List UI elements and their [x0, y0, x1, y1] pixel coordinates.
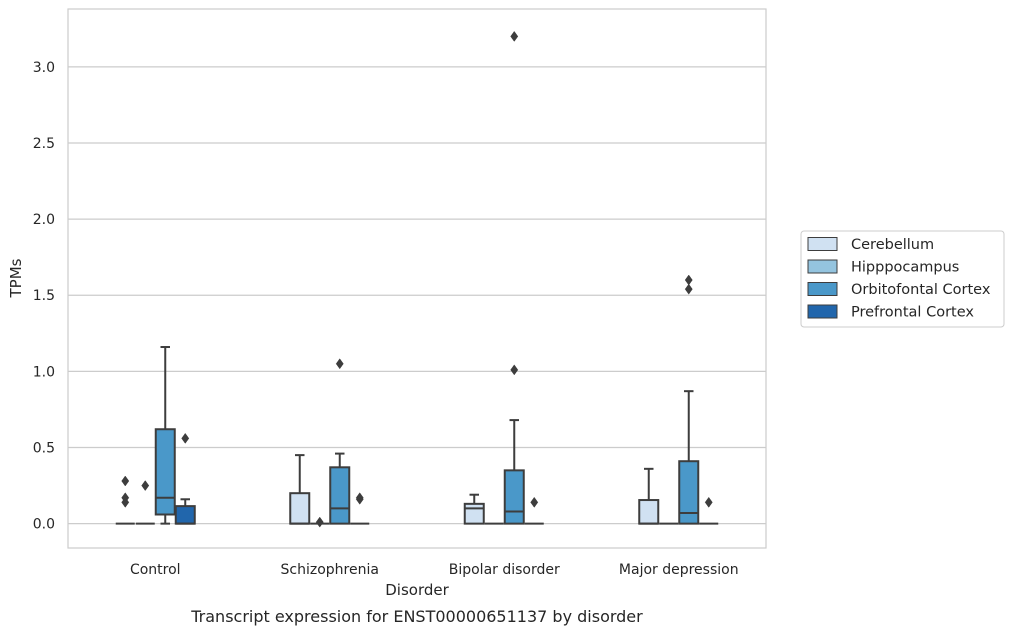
box-prefrontal-cortex	[699, 496, 719, 525]
box-body	[503, 469, 525, 525]
x-tick-label: Major depression	[619, 562, 739, 578]
box-prefrontal-cortex	[174, 432, 196, 525]
box-body	[329, 466, 351, 525]
y-tick-label: 3.0	[33, 60, 55, 76]
box-body	[154, 428, 176, 516]
outlier-point	[510, 30, 519, 42]
outlier-point	[121, 475, 130, 487]
x-axis-title: Disorder	[385, 581, 449, 599]
box-body	[289, 492, 311, 525]
y-axis-ticks: 0.0 0.5 1.0 1.5 2.0 2.5 3.0	[33, 60, 55, 533]
y-tick-label: 1.5	[33, 288, 55, 304]
box-orbitofontal-cortex	[329, 358, 351, 525]
box-body	[638, 499, 660, 525]
x-axis-ticks: Control Schizophrenia Bipolar disorder Majo…	[130, 562, 739, 578]
plot-background	[68, 9, 766, 548]
outlier-point	[181, 432, 190, 444]
legend-label: Hipppocampus	[851, 260, 959, 276]
x-tick-label: Bipolar disorder	[449, 562, 560, 578]
box-series	[115, 30, 719, 528]
outlier-point	[530, 496, 539, 508]
legend-swatch	[807, 304, 838, 319]
outlier-point	[684, 283, 693, 295]
outlier-point	[315, 516, 324, 528]
legend-swatch	[807, 282, 838, 296]
box-hipppocampus	[310, 516, 330, 528]
legend-label: Prefrontal Cortex	[851, 305, 974, 321]
outlier-point	[704, 496, 713, 508]
y-tick-label: 0.0	[33, 517, 55, 533]
legend-frame	[800, 230, 1005, 328]
box-orbitofontal-cortex	[678, 274, 700, 525]
legend-swatch	[807, 259, 838, 274]
y-tick-label: 2.5	[33, 136, 55, 152]
box-orbitofontal-cortex	[154, 346, 176, 525]
legend-label: Cerebellum	[851, 237, 934, 253]
x-tick-label: Schizophrenia	[281, 562, 379, 578]
plot-frame	[67, 8, 767, 549]
chart-caption: Transcript expression for ENST0000065113…	[190, 607, 643, 626]
box-prefrontal-cortex	[350, 492, 370, 525]
outlier-point	[141, 480, 150, 492]
box-cerebellum	[638, 467, 660, 525]
box-cerebellum	[289, 454, 311, 525]
y-tick-label: 1.0	[33, 364, 55, 380]
x-tick-label: Control	[130, 562, 181, 578]
outlier-point	[121, 496, 130, 508]
outlier-point	[335, 358, 344, 370]
box-orbitofontal-cortex	[503, 30, 525, 525]
outlier-point	[355, 493, 364, 505]
box-body	[678, 460, 700, 525]
box-hipppocampus	[135, 480, 155, 525]
box-prefrontal-cortex	[524, 496, 544, 525]
y-axis-title: TPMs	[7, 258, 25, 298]
box-cerebellum	[115, 475, 135, 525]
legend: Cerebellum Hipppocampus Orbitofontal Corte…	[800, 230, 1005, 328]
y-tick-label: 0.5	[33, 441, 55, 457]
box-body	[174, 505, 196, 525]
box-body	[463, 502, 485, 525]
y-tick-label: 2.0	[33, 212, 55, 228]
legend-label: Orbitofontal Cortex	[851, 282, 991, 298]
box-cerebellum	[463, 493, 485, 525]
legend-swatch	[807, 237, 838, 251]
outlier-point	[510, 364, 519, 376]
